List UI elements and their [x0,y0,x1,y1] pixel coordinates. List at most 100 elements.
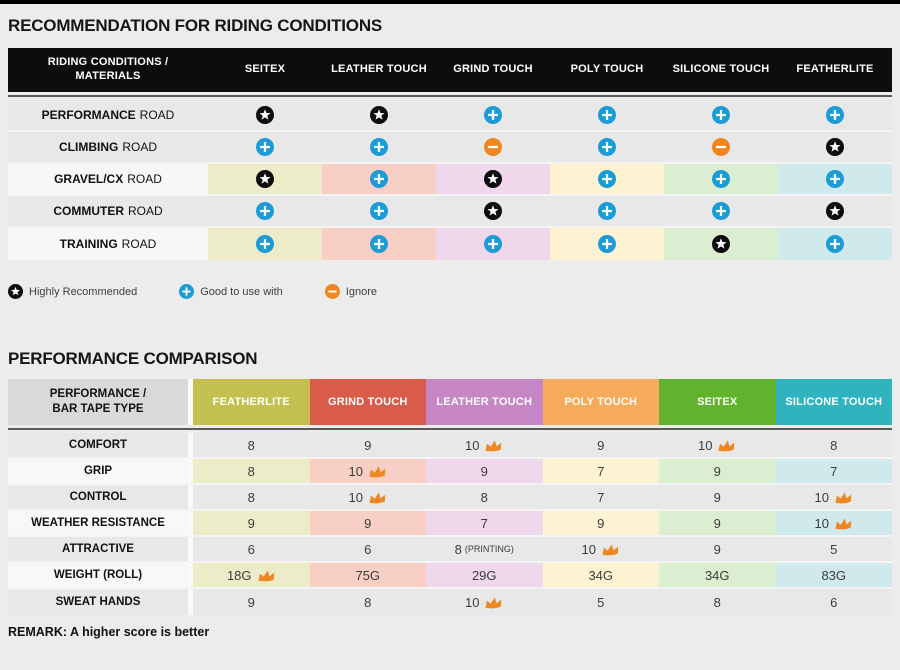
score-value: 9 [247,515,255,531]
minus-icon [324,284,340,299]
score-value: 5 [830,541,838,557]
remark-text: REMARK: A higher score is better [8,625,210,639]
riding-corner-line2: MATERIALS [75,70,141,82]
score-value: 5 [597,594,605,610]
score-suffix: (PRINTING) [464,544,514,554]
riding-table-header: RIDING CONDITIONS / MATERIALS SEITEX LEATHE… [8,48,892,92]
score-cell: 9 [193,511,310,535]
score-cell: 6 [775,589,892,615]
crown-icon [602,543,619,555]
score-cell: 10 [426,433,543,457]
performance-header-cell-5: SEITEX [659,379,776,425]
performance-header-cell-4: POLY TOUCH [542,379,659,425]
score-cell: 5 [775,537,892,561]
recommendation-cell [664,228,778,260]
score-cell: 8 [193,433,310,457]
score-value: 8 [830,437,838,453]
recommendation-cell [208,196,322,226]
riding-row-4: COMMUTER ROAD [8,196,892,228]
minus-icon [484,138,502,156]
plus-icon [370,202,388,220]
score-cell: 8 [309,589,426,615]
star-icon [256,170,274,188]
score-cell: 8 [193,485,310,509]
score-cell: 9 [659,537,776,561]
score-cell: 10 [426,589,543,615]
performance-corner-line2: BAR TAPE TYPE [52,403,144,415]
performance-row-label: SWEAT HANDS [8,589,193,615]
riding-corner-header: RIDING CONDITIONS / MATERIALS [8,48,208,92]
performance-row-2: GRIP 8 10 9 7 9 7 [8,459,892,485]
score-cell: 7 [426,511,543,535]
recommendation-cell [208,132,322,162]
legend-item-minus: Ignore [324,284,377,299]
score-cell: 10 [309,459,426,483]
riding-row-2: CLIMBING ROAD [8,132,892,164]
score-cell: 6 [193,537,310,561]
score-value: 8 [247,489,255,505]
performance-row-5: ATTRACTIVE 6 6 8 (PRINTING) 10 9 5 [8,537,892,563]
score-cell: 9 [193,589,310,615]
riding-label-bold: COMMUTER [53,204,124,218]
plus-icon [826,170,844,188]
recommendation-cell [550,228,664,260]
recommendation-cell [322,228,436,260]
score-value: 7 [830,463,838,479]
riding-label-bold: CLIMBING [59,140,119,154]
plus-icon [598,138,616,156]
riding-label-rest: ROAD [122,140,157,154]
score-value: 9 [597,437,605,453]
performance-table: PERFORMANCE / BAR TAPE TYPE FEATHERLITE GRI… [8,379,892,615]
score-value: 10 [814,515,829,531]
score-cell: 5 [542,589,659,615]
score-cell: 29G [426,563,543,587]
plus-icon [598,202,616,220]
crown-icon [369,465,386,477]
star-icon [826,138,844,156]
score-cell: 8 [775,433,892,457]
riding-label-rest: ROAD [127,172,162,186]
crown-icon [369,491,386,503]
score-value: 34G [704,567,730,583]
riding-header-cell-4: POLY TOUCH [570,63,644,76]
riding-row-label: CLIMBING ROAD [8,132,208,162]
plus-icon [370,138,388,156]
score-value: 9 [713,541,721,557]
score-cell: 9 [542,433,659,457]
score-value: 10 [581,541,596,557]
crown-icon [718,439,735,451]
score-cell: 9 [426,459,543,483]
riding-header-cell-1: SEITEX [244,63,286,76]
recommendation-cell [208,228,322,260]
score-cell: 9 [659,485,776,509]
plus-icon [598,235,616,253]
riding-header-cell-2: LEATHER TOUCH [331,63,427,76]
score-cell: 8 [193,459,310,483]
plus-icon [179,284,195,299]
score-value: 8 [480,489,488,505]
performance-table-header-underline [8,428,892,430]
score-value: 8 [454,541,462,557]
score-value: 29G [471,567,497,583]
performance-row-label: WEATHER RESISTANCE [8,511,193,535]
recommendation-cell [550,100,664,130]
score-value: 9 [597,515,605,531]
legend-label: Highly Recommended [29,285,138,298]
score-value: 6 [364,541,372,557]
riding-header-cell-3: GRIND TOUCH [453,63,533,76]
performance-row-6: WEIGHT (ROLL) 18G 75G 29G 34G 34G 83G [8,563,892,589]
score-value: 8 [247,437,255,453]
score-value: 7 [480,515,488,531]
recommendation-cell [436,132,550,162]
crown-icon [485,596,502,608]
legend-item-star: Highly Recommended [8,284,137,299]
performance-row-1: COMFORT 8 9 10 9 10 8 [8,433,892,459]
score-cell: 7 [542,459,659,483]
recommendation-cell [664,196,778,226]
score-cell: 9 [309,511,426,535]
riding-corner-line1: RIDING CONDITIONS / [47,56,169,69]
recommendation-cell [778,196,892,226]
score-cell: 7 [775,459,892,483]
score-value: 10 [814,489,829,505]
plus-icon [712,202,730,220]
